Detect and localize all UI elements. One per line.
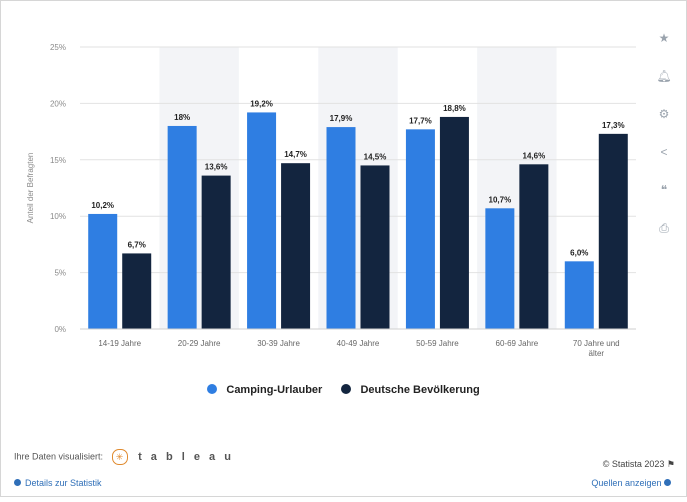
x-tick-label: älter (589, 349, 605, 358)
bar (360, 165, 390, 329)
quote-icon[interactable]: ❝ (660, 183, 668, 197)
data-label: 10,7% (489, 195, 512, 204)
source-link[interactable]: Quellen anzeigen (591, 478, 675, 488)
details-link-text: Details zur Statistik (25, 478, 102, 488)
legend-label-bevoelkerung: Deutsche Bevölkerung (360, 384, 480, 396)
x-tick-label: 50-59 Jahre (416, 339, 459, 348)
y-tick-label: 15% (50, 156, 66, 165)
y-tick-label: 25% (50, 43, 66, 52)
bar (201, 175, 231, 329)
data-label: 13,6% (205, 163, 228, 172)
details-link[interactable]: Details zur Statistik (14, 478, 102, 488)
copyright: © Statista 2023 ⚑ (603, 459, 675, 470)
flag-icon: ⚑ (666, 459, 675, 469)
toolbar: ★ 🔔︎ ⚙ < ❝ ⎙ (646, 18, 682, 246)
bar (326, 127, 356, 329)
data-label: 18% (174, 113, 190, 122)
data-label: 6,7% (128, 240, 146, 249)
legend-item-bevoelkerung[interactable]: Deutsche Bevölkerung (341, 384, 480, 396)
y-tick-label: 0% (54, 325, 66, 334)
tableau-credit: Ihre Daten visualisiert: ✳ t a b l e a u (14, 449, 234, 465)
info-icon (14, 479, 21, 486)
data-label: 6,0% (570, 248, 588, 257)
y-tick-label: 20% (50, 99, 66, 108)
bar (88, 213, 118, 329)
data-label: 14,6% (523, 151, 546, 160)
data-label: 19,2% (250, 99, 273, 108)
visualized-by-text: Ihre Daten visualisiert: (14, 451, 104, 462)
bar (247, 112, 277, 329)
x-tick-label: 30-39 Jahre (257, 339, 300, 348)
x-tick-label: 20-29 Jahre (178, 339, 221, 348)
bar (405, 129, 435, 329)
x-tick-label: 40-49 Jahre (337, 339, 380, 348)
y-tick-label: 10% (50, 212, 66, 221)
y-tick-label: 5% (54, 269, 66, 278)
print-icon[interactable]: ⎙ (659, 221, 669, 235)
data-label: 17,7% (409, 116, 432, 125)
bar (598, 133, 628, 329)
legend-item-camping[interactable]: Camping-Urlauber (207, 384, 322, 396)
legend-label-camping: Camping-Urlauber (226, 384, 323, 396)
data-label: 14,5% (364, 152, 387, 161)
y-axis-label: Anteil der Befragten (26, 153, 35, 224)
bar (281, 163, 311, 329)
tableau-wordmark[interactable]: t a b l e a u (138, 451, 234, 463)
legend: Camping-Urlauber Deutsche Bevölkerung (0, 384, 687, 396)
source-link-text: Quellen anzeigen (591, 478, 662, 488)
data-label: 14,7% (284, 150, 307, 159)
x-tick-label: 70 Jahre und (573, 339, 620, 348)
data-label: 17,9% (330, 114, 353, 123)
data-label: 17,3% (602, 121, 625, 130)
data-label: 18,8% (443, 104, 466, 113)
bar (485, 208, 515, 329)
bar (564, 261, 594, 329)
bar (167, 125, 197, 330)
bar (439, 116, 469, 329)
bar (122, 253, 152, 329)
gear-icon[interactable]: ⚙ (658, 107, 670, 121)
legend-dot-camping (207, 384, 218, 394)
legend-dot-bevoelkerung (341, 384, 352, 394)
copyright-text: © Statista 2023 (602, 459, 665, 469)
bar (519, 164, 549, 329)
x-tick-label: 60-69 Jahre (496, 339, 539, 348)
data-label: 10,2% (91, 201, 114, 210)
star-icon[interactable]: ★ (658, 31, 670, 45)
tableau-logo-icon: ✳ (111, 449, 128, 465)
info-icon (664, 479, 671, 486)
bell-icon[interactable]: 🔔︎ (656, 69, 672, 83)
x-tick-label: 14-19 Jahre (98, 339, 141, 348)
share-icon[interactable]: < (660, 145, 668, 159)
